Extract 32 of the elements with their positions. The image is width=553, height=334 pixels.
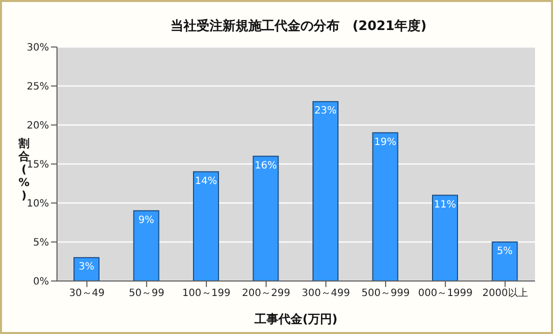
y-tick-label: 30% [26,42,49,54]
x-tick-label: 300～499 [302,288,350,300]
bar [252,156,279,281]
data-label: 19% [374,136,396,148]
y-tick-label: 25% [26,82,49,93]
x-tick-label: 100～199 [182,288,230,300]
data-label: 14% [194,176,218,187]
bar [492,242,518,281]
y-tick-label: 10% [26,198,49,210]
x-tick-label: 30～49 [69,288,105,300]
x-tick-label: 500～999 [362,288,410,300]
x-tick-label: 50～99 [128,288,164,300]
y-tick-label: 5% [33,238,49,249]
x-tick-label: 2000以上 [482,287,528,300]
data-label: 3% [78,262,94,273]
bar [133,210,160,281]
bar [372,132,398,281]
x-axis-title: 工事代金(万円) [254,312,338,326]
bar [432,194,458,281]
bar [312,101,338,281]
data-label: 23% [314,106,337,117]
chart-title: 当社受注新規施工代金の分布 (2021年度) [170,18,427,34]
data-label: 9% [138,214,154,226]
bar [193,171,219,281]
y-tick-label: 0% [33,276,49,288]
y-tick-label: 20% [26,120,49,132]
x-tick-label: 000～1999 [418,288,473,300]
data-label: 5% [496,246,513,258]
y-tick-label: 15% [26,160,49,171]
x-tick-label: 200～299 [242,288,290,300]
data-label: 11% [434,199,456,210]
data-label: 16% [254,160,277,172]
